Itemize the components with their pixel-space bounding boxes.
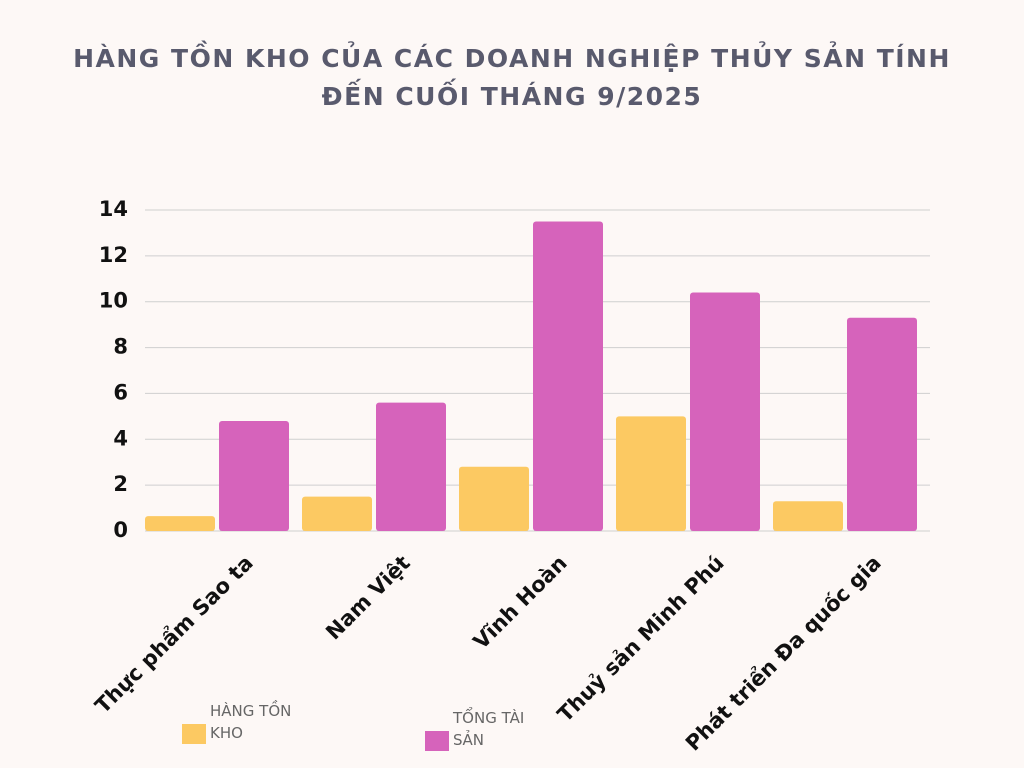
x-tick-label: Thuỷ sản Minh Phú <box>553 551 729 727</box>
bar <box>459 466 529 531</box>
y-tick-label: 6 <box>113 380 128 404</box>
legend-swatch <box>425 731 449 751</box>
bar <box>616 416 686 531</box>
chart-title: HÀNG TỒN KHO CỦA CÁC DOANH NGHIỆP THỦY S… <box>73 44 951 111</box>
x-tick-label: Thực phẩm Sao ta <box>90 550 258 718</box>
y-tick-label: 2 <box>113 472 128 496</box>
bar <box>847 317 917 531</box>
x-tick-label: Vĩnh Hoàn <box>469 551 572 654</box>
legend-label: HÀNG TỒN KHO <box>210 702 292 742</box>
bar <box>690 292 760 531</box>
y-tick-label: 10 <box>99 289 128 313</box>
legend-label: TỔNG TÀI SẢN <box>453 709 525 749</box>
y-tick-label: 4 <box>113 426 128 450</box>
y-tick-label: 14 <box>99 197 128 221</box>
x-tick-label: Nam Việt <box>321 551 415 645</box>
y-tick-label: 12 <box>99 243 128 267</box>
bar <box>302 496 372 531</box>
y-tick-label: 8 <box>113 335 128 359</box>
bar <box>533 221 603 531</box>
legend-swatch <box>182 724 206 744</box>
bar <box>376 402 446 531</box>
bar <box>145 516 215 531</box>
legend-item: TỔNG TÀI SẢN <box>425 707 543 751</box>
y-tick-label: 0 <box>113 518 128 542</box>
bar <box>219 420 289 531</box>
legend-item: HÀNG TỒN KHO <box>182 700 300 744</box>
bar <box>773 501 843 531</box>
